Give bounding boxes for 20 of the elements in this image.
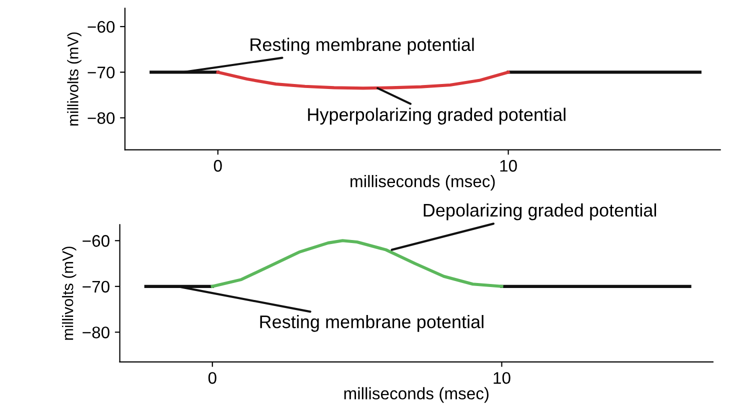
annotation: Depolarizing graded potential (424, 203, 656, 220)
y-tick-label: −60 (82, 235, 110, 247)
y-tick-label: −80 (88, 112, 115, 124)
annotation: Resting membrane potential (260, 315, 484, 332)
y-tick-label: −60 (88, 20, 115, 33)
line-series (210, 239, 504, 288)
annotation: Resting membrane potential (250, 38, 474, 55)
y-axis-title: millivolts (mV) (67, 32, 82, 126)
x-tick-label: 0 (208, 372, 216, 384)
x-axis-title: milliseconds (msec) (350, 175, 495, 191)
y-tick-label: −80 (82, 326, 110, 338)
x-tick-label: 10 (494, 372, 510, 384)
y-tick-label: −70 (88, 66, 115, 78)
x-axis-title: milliseconds (msec) (344, 387, 489, 403)
annotation: Hyperpolarizing graded potential (308, 108, 566, 125)
line-series (216, 70, 510, 90)
y-axis-title: millivolts (mV) (62, 246, 76, 340)
x-tick-label: 10 (500, 160, 517, 172)
x-tick-label: 0 (214, 160, 222, 172)
y-tick-label: −70 (82, 280, 110, 293)
